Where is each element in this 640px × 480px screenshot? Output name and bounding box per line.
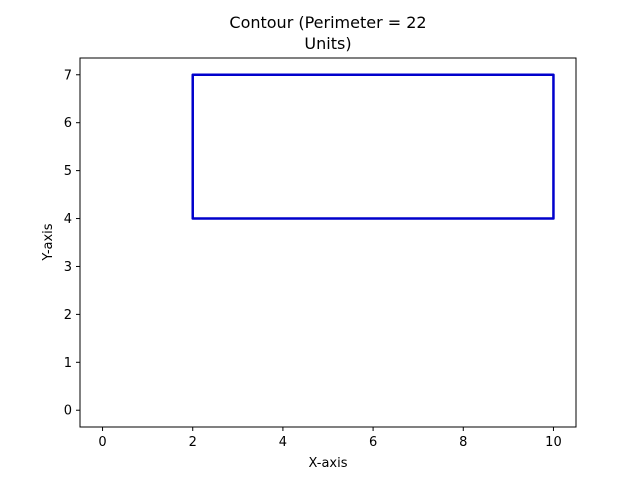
x-axis-label: X-axis (309, 456, 348, 471)
y-tick-label: 0 (64, 404, 72, 419)
plot-area (191, 73, 555, 220)
x-tick-label: 8 (459, 435, 467, 450)
y-tick-label: 1 (64, 356, 72, 371)
chart-title-line-2: Units) (304, 34, 351, 53)
plot-frame (79, 57, 577, 428)
contour-line-0 (191, 73, 555, 220)
y-tick-label: 7 (64, 68, 72, 83)
y-tick-label: 5 (64, 164, 72, 179)
y-tick-label: 6 (64, 116, 72, 131)
x-tick-label: 4 (279, 435, 287, 450)
x-tick-label: 6 (369, 435, 377, 450)
y-axis-label: Y-axis (41, 223, 56, 261)
y-tick-label: 4 (64, 212, 72, 227)
x-tick-label: 10 (545, 435, 562, 450)
y-axis-ticks: 0 1 2 3 4 5 6 7 (64, 68, 80, 419)
y-tick-label: 3 (64, 260, 72, 275)
x-axis-ticks: 0 2 4 6 8 10 (98, 427, 562, 450)
x-tick-label: 0 (98, 435, 106, 450)
y-tick-label: 2 (64, 308, 72, 323)
x-tick-label: 2 (189, 435, 197, 450)
chart-title-line-1: Contour (Perimeter = 22 (229, 13, 426, 32)
